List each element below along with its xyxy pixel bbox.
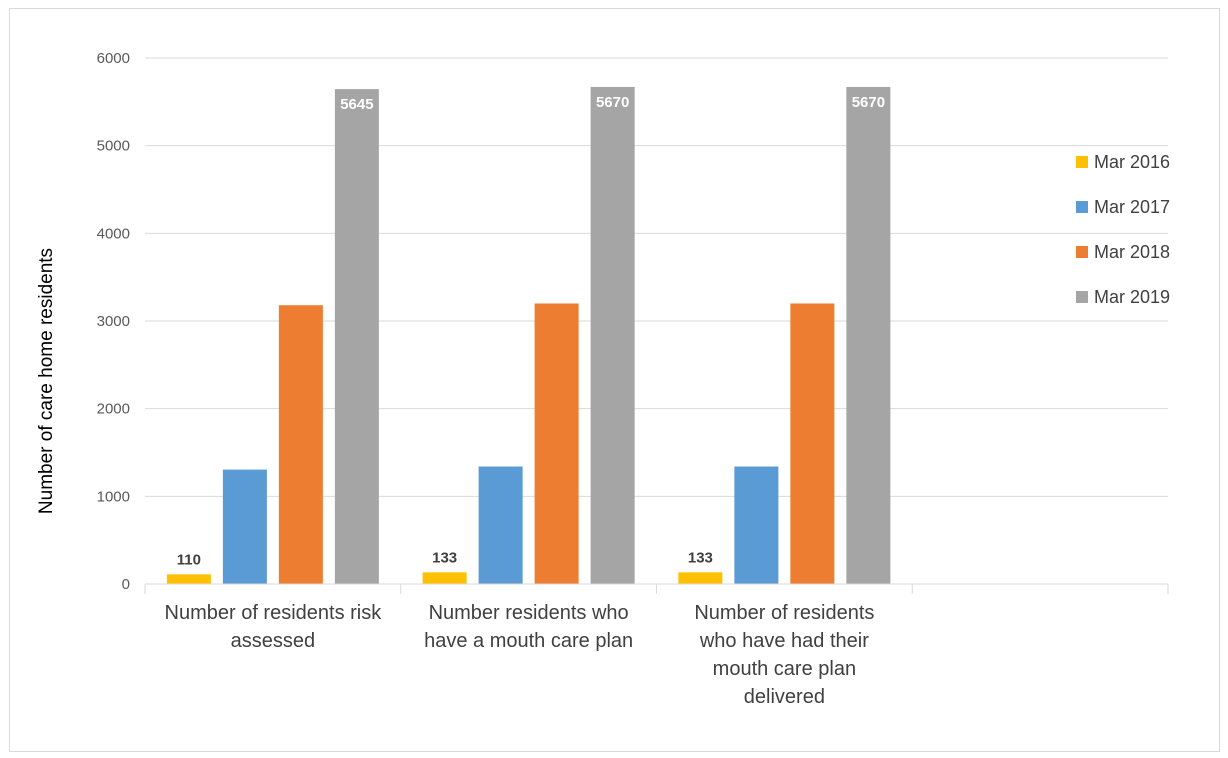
legend-item: Mar 2017 — [1076, 197, 1170, 217]
legend-item: Mar 2018 — [1076, 242, 1170, 262]
x-category-label-line: Number of residents — [694, 602, 874, 624]
bar — [534, 303, 579, 584]
y-tick-label: 0 — [122, 576, 130, 593]
data-label: 133 — [688, 549, 713, 566]
legend-swatch — [1076, 246, 1088, 258]
data-labels: 110 5645 133 5670 133 5670 — [177, 94, 885, 568]
bar — [478, 466, 523, 584]
legend-label: Mar 2019 — [1094, 287, 1170, 307]
y-tick-label: 5000 — [97, 138, 130, 155]
x-axis: Number of residents risk assessed Number r… — [144, 583, 1169, 708]
data-label: 133 — [432, 549, 457, 566]
legend-label: Mar 2018 — [1094, 242, 1170, 262]
bar — [334, 89, 379, 584]
x-category-label-line: delivered — [744, 686, 825, 708]
x-category-label-line: Number residents who — [429, 602, 629, 624]
bar — [790, 303, 835, 584]
bar — [222, 469, 267, 584]
data-label: 110 — [177, 551, 201, 568]
legend-swatch — [1076, 156, 1088, 168]
x-category-label-line: assessed — [231, 630, 316, 652]
bar — [422, 572, 467, 584]
x-category-label: Number of residents risk assessed — [165, 602, 383, 652]
data-label: 5645 — [340, 96, 373, 113]
bar — [166, 574, 211, 584]
y-axis-title: Number of care home residents — [36, 248, 57, 514]
y-tick-label: 3000 — [97, 313, 130, 330]
y-tick-label: 2000 — [97, 401, 130, 418]
x-category-label: Number of residents who have had their mou… — [694, 602, 874, 708]
legend-item: Mar 2016 — [1076, 152, 1170, 172]
bar — [678, 572, 723, 584]
x-category-label-line: who have had their — [699, 630, 869, 652]
bar — [846, 86, 891, 585]
legend-label: Mar 2016 — [1094, 152, 1170, 172]
x-category-label: Number residents who have a mouth care pl… — [424, 602, 633, 652]
legend: Mar 2016 Mar 2017 Mar 2018 Mar 2019 — [1076, 152, 1170, 307]
y-axis-ticks: 0 1000 2000 3000 4000 5000 6000 — [97, 50, 130, 593]
legend-swatch — [1076, 201, 1088, 213]
y-tick-label: 4000 — [97, 225, 130, 242]
bar — [278, 305, 323, 584]
legend-swatch — [1076, 291, 1088, 303]
y-tick-label: 1000 — [97, 488, 130, 505]
legend-item: Mar 2019 — [1076, 287, 1170, 307]
x-category-label-line: Number of residents risk — [165, 602, 383, 624]
bar — [590, 86, 635, 585]
legend-label: Mar 2017 — [1094, 197, 1170, 217]
data-label: 5670 — [852, 94, 885, 111]
data-label: 5670 — [596, 94, 629, 111]
x-category-label-line: mouth care plan — [713, 658, 856, 680]
bars — [166, 86, 891, 585]
y-axis-label: Number of care home residents — [36, 248, 57, 514]
y-tick-label: 6000 — [97, 50, 130, 67]
x-category-label-line: have a mouth care plan — [424, 630, 633, 652]
bar — [734, 466, 779, 584]
